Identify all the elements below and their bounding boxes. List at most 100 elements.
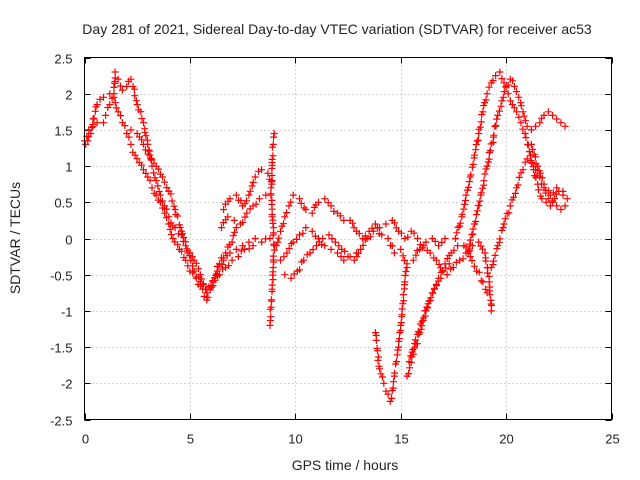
data-point xyxy=(479,108,487,116)
data-point xyxy=(512,189,519,197)
data-point xyxy=(472,211,480,219)
data-point xyxy=(481,170,489,178)
data-point xyxy=(465,178,473,186)
data-point xyxy=(546,202,554,210)
data-point xyxy=(114,75,122,83)
data-point xyxy=(563,195,571,203)
data-point xyxy=(352,249,360,257)
data-point xyxy=(491,123,499,130)
data-point xyxy=(465,183,473,191)
data-point xyxy=(553,202,561,210)
data-point xyxy=(538,195,546,203)
data-point xyxy=(127,126,135,134)
data-point xyxy=(519,166,527,174)
data-point xyxy=(384,390,392,398)
data-point xyxy=(302,224,310,232)
data-point xyxy=(487,307,495,315)
data-point xyxy=(475,238,483,246)
data-point xyxy=(117,112,125,120)
data-point xyxy=(255,167,262,175)
data-point xyxy=(374,356,382,364)
data-point xyxy=(504,81,512,89)
data-point xyxy=(540,180,548,188)
data-point xyxy=(399,300,407,308)
data-point xyxy=(426,249,434,257)
data-point xyxy=(468,257,476,265)
data-point xyxy=(152,177,160,185)
data-point xyxy=(114,108,122,116)
data-point xyxy=(377,370,385,378)
data-point xyxy=(426,297,434,304)
data-point xyxy=(557,119,565,127)
data-point xyxy=(492,122,500,130)
data-point xyxy=(515,93,523,101)
data-point xyxy=(439,267,447,275)
data-point xyxy=(208,283,216,291)
data-point xyxy=(542,198,550,206)
data-point xyxy=(414,235,422,242)
data-point xyxy=(178,247,185,255)
data-point xyxy=(538,174,546,182)
data-point xyxy=(232,191,240,199)
data-point xyxy=(309,246,317,253)
data-point xyxy=(321,242,329,250)
data-point xyxy=(405,358,413,366)
data-point xyxy=(469,225,477,233)
data-point xyxy=(93,101,101,109)
data-point xyxy=(551,195,559,203)
data-point xyxy=(192,259,200,267)
data-point xyxy=(277,256,284,264)
data-point xyxy=(293,235,301,243)
data-point xyxy=(248,182,256,190)
data-point xyxy=(500,88,508,96)
data-point xyxy=(376,365,384,373)
data-point xyxy=(334,249,341,257)
data-point xyxy=(167,190,175,198)
data-point xyxy=(401,278,409,286)
data-point xyxy=(454,223,462,231)
data-point xyxy=(300,204,308,212)
data-point xyxy=(130,85,138,93)
data-point xyxy=(402,268,410,275)
data-point xyxy=(431,237,439,245)
data-points xyxy=(81,68,571,405)
data-point xyxy=(406,364,414,372)
data-point xyxy=(505,209,513,217)
data-point xyxy=(148,155,156,163)
data-point xyxy=(204,293,212,301)
data-point xyxy=(467,171,475,179)
data-point xyxy=(112,104,120,112)
data-point xyxy=(308,227,316,235)
data-point xyxy=(110,93,118,101)
data-point xyxy=(420,314,427,322)
data-point xyxy=(268,281,276,289)
y-tick-label: -2 xyxy=(61,377,73,392)
data-point xyxy=(412,336,419,344)
data-point xyxy=(171,206,179,213)
data-point xyxy=(411,340,419,347)
data-point xyxy=(226,195,234,203)
data-point xyxy=(459,255,467,263)
data-point xyxy=(409,346,417,354)
data-point xyxy=(510,193,518,201)
data-point xyxy=(414,328,422,336)
data-point xyxy=(519,108,527,116)
data-point xyxy=(289,191,297,199)
data-point xyxy=(283,209,291,217)
data-point xyxy=(454,242,462,250)
data-point xyxy=(246,187,254,195)
y-tick-label: 0.5 xyxy=(54,196,72,211)
data-point xyxy=(272,242,280,250)
data-point xyxy=(361,236,369,244)
data-point xyxy=(268,155,276,163)
data-point xyxy=(116,82,124,90)
data-point xyxy=(137,108,145,116)
data-point xyxy=(479,245,486,253)
data-point xyxy=(133,155,141,163)
data-point xyxy=(512,88,520,96)
data-point xyxy=(549,189,557,197)
data-point xyxy=(456,256,464,264)
data-point xyxy=(382,220,390,228)
data-point xyxy=(397,245,405,253)
data-point xyxy=(549,198,556,206)
